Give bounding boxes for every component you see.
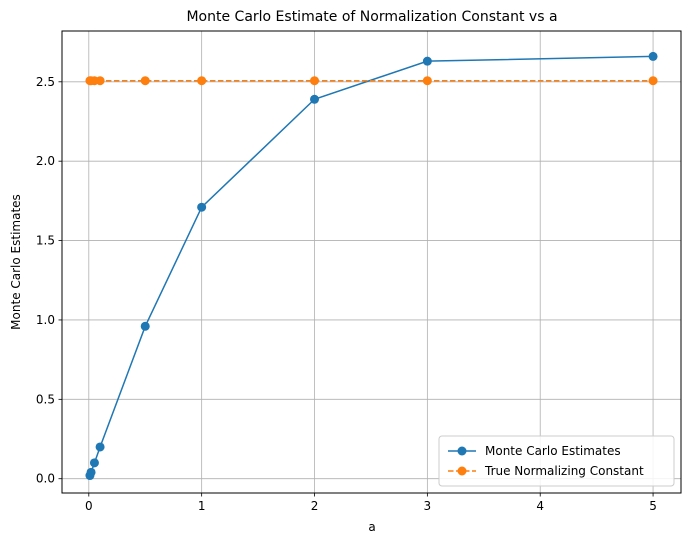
chart-title: Monte Carlo Estimate of Normalization Co… — [186, 9, 557, 25]
x-tick-label: 1 — [198, 499, 206, 513]
legend-label-monte-carlo: Monte Carlo Estimates — [485, 444, 621, 458]
series-0-point — [86, 467, 96, 477]
series-0-point — [95, 442, 105, 452]
series-1-point — [95, 76, 105, 86]
legend-box — [438, 435, 675, 487]
y-tick-label: 2.5 — [36, 75, 55, 89]
series-layer — [85, 51, 658, 481]
x-tick-label: 0 — [85, 499, 93, 513]
series-0-point — [648, 51, 658, 61]
y-tick-label: 0.0 — [36, 472, 55, 486]
series-1-point — [197, 76, 207, 86]
x-tick-label: 3 — [424, 499, 432, 513]
y-tick-label: 0.5 — [36, 392, 55, 406]
series-1-point — [422, 76, 432, 86]
legend-label-true-constant: True Normalizing Constant — [484, 464, 644, 478]
series-0-point — [197, 202, 207, 212]
series-1-point — [310, 76, 320, 86]
series-0-point — [422, 56, 432, 66]
legend-marker-monte-carlo — [457, 446, 467, 456]
plot-area-frame — [61, 30, 682, 494]
y-axis-title: Monte Carlo Estimates — [9, 194, 23, 330]
x-tick-label: 5 — [649, 499, 657, 513]
y-tick-label: 2.0 — [36, 154, 55, 168]
x-tick-label: 2 — [311, 499, 319, 513]
legend-marker-true-constant — [457, 466, 467, 476]
series-0-point — [89, 458, 99, 468]
ticks: 0 1 2 3 4 5 0.0 0.5 1.0 1.5 2.0 2.5 — [36, 75, 657, 513]
legend: Monte Carlo Estimates True Normalizing C… — [438, 435, 675, 487]
grid — [62, 31, 681, 493]
series-1-point — [140, 76, 150, 86]
y-tick-label: 1.5 — [36, 234, 55, 248]
x-axis-title: a — [368, 520, 375, 534]
series-1-point — [648, 76, 658, 86]
y-tick-label: 1.0 — [36, 313, 55, 327]
series-0-point — [310, 94, 320, 104]
x-tick-label: 4 — [536, 499, 544, 513]
series-0-point — [140, 321, 150, 331]
